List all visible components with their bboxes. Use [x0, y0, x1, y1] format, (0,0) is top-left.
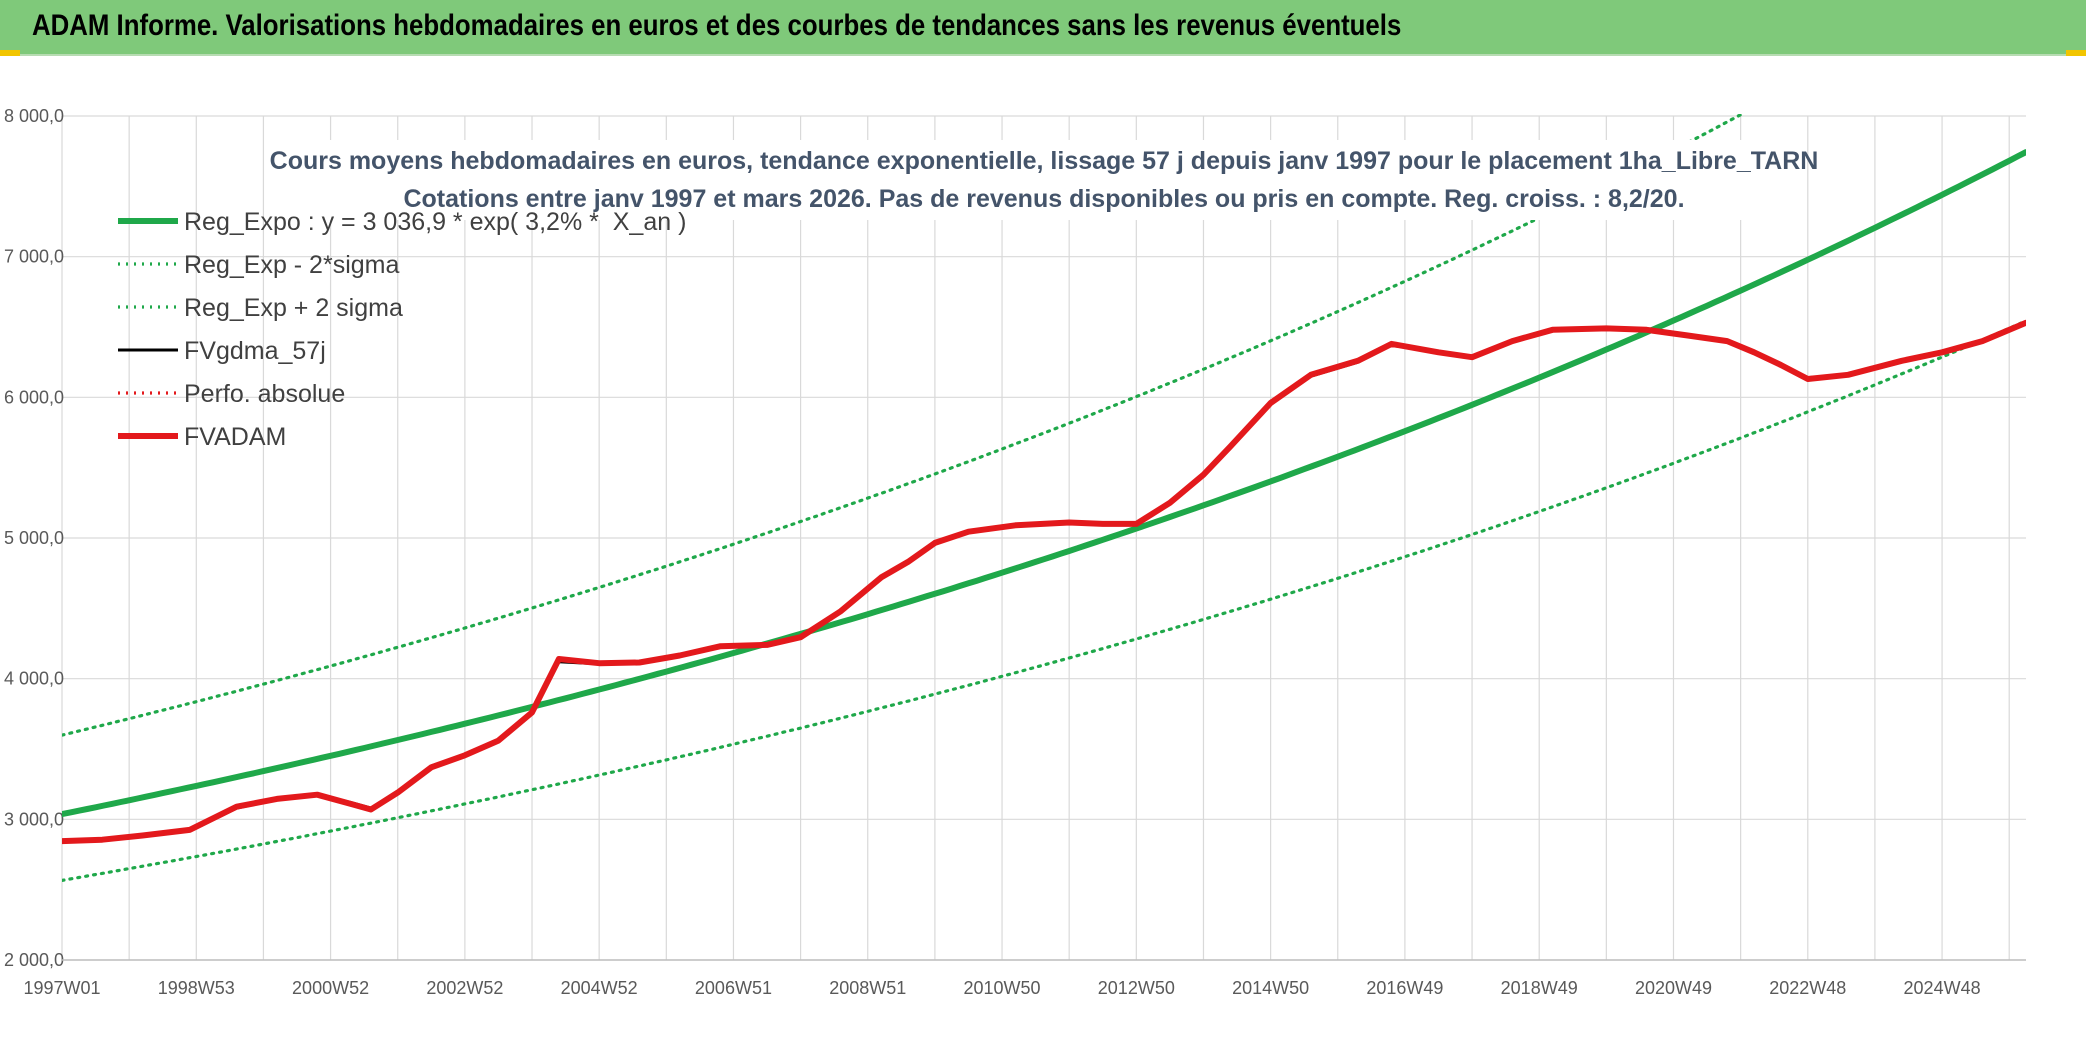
- x-tick-label: 2014W50: [1232, 978, 1309, 998]
- x-tick-label: 2018W49: [1501, 978, 1578, 998]
- x-tick-label: 2000W52: [292, 978, 369, 998]
- chart-subtitle-line2: Cotations entre janv 1997 et mars 2026. …: [403, 185, 1684, 213]
- legend-label-0: Reg_Expo : y = 3 036,9 * exp( 3,2% * X_a…: [184, 208, 686, 236]
- legend-label-4: Perfo. absolue: [184, 380, 345, 408]
- y-tick-label: 4 000,0: [4, 669, 64, 689]
- y-tick-label: 8 000,0: [4, 106, 64, 126]
- chart-legend: Reg_Expo : y = 3 036,9 * exp( 3,2% * X_a…: [118, 208, 686, 451]
- chart-axes: 2 000,0 3 000,0 4 000,0 5 000,0 6 000,0 7 000…: [4, 106, 2026, 998]
- chart-grid: [61, 115, 2026, 961]
- x-tick-label: 2004W52: [561, 978, 638, 998]
- legend-label-2: Reg_Exp + 2 sigma: [184, 294, 403, 322]
- x-tick-label: 2016W49: [1366, 978, 1443, 998]
- chart-series: [62, 114, 2026, 882]
- y-tick-label: 2 000,0: [4, 950, 64, 970]
- x-tick-label: 2010W50: [964, 978, 1041, 998]
- chart-subtitle-line1: Cours moyens hebdomadaires en euros, ten…: [270, 147, 1819, 175]
- page-title: ADAM Informe. Valorisations hebdomadaire…: [32, 9, 1402, 42]
- x-tick-label: 2008W51: [829, 978, 906, 998]
- title-accent-left: [0, 50, 20, 58]
- x-tick-label: 2002W52: [426, 978, 503, 998]
- y-tick-label: 5 000,0: [4, 528, 64, 548]
- title-accent-right: [2066, 50, 2086, 58]
- x-tick-label: 2006W51: [695, 978, 772, 998]
- series-line-0: [62, 149, 2026, 818]
- legend-label-5: FVADAM: [184, 423, 286, 451]
- x-tick-label: 2024W48: [1904, 978, 1981, 998]
- legend-label-1: Reg_Exp - 2*sigma: [184, 251, 399, 279]
- x-tick-label: 2012W50: [1098, 978, 1175, 998]
- x-tick-label: 2020W49: [1635, 978, 1712, 998]
- chart: 2 000,0 3 000,0 4 000,0 5 000,0 6 000,0 7 000…: [0, 56, 2086, 1038]
- subtitle-background: [306, 140, 1782, 220]
- series-line-2: [62, 114, 1746, 737]
- title-bar: ADAM Informe. Valorisations hebdomadaire…: [0, 0, 2086, 58]
- x-tick-label: 1998W53: [158, 978, 235, 998]
- x-tick-label: 2022W48: [1769, 978, 1846, 998]
- x-tick-label: 1997W01: [23, 978, 100, 998]
- y-tick-label: 3 000,0: [4, 809, 64, 829]
- y-tick-label: 6 000,0: [4, 387, 64, 407]
- series-line-5: [62, 319, 2026, 845]
- y-tick-label: 7 000,0: [4, 247, 64, 267]
- legend-label-3: FVgdma_57j: [184, 337, 326, 365]
